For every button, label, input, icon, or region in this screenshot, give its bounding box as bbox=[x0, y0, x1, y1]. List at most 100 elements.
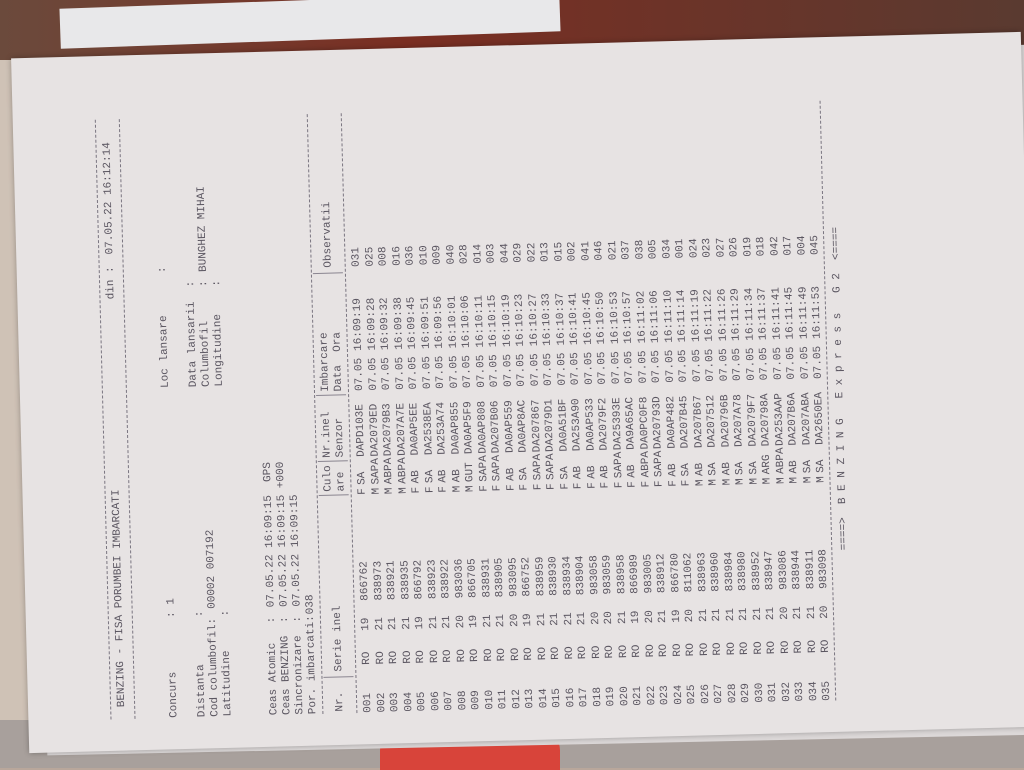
cell-country: RO bbox=[725, 641, 738, 656]
cell-year: 21 bbox=[535, 612, 548, 627]
cell-date: 07.05 bbox=[528, 353, 542, 387]
cell-color: AB bbox=[599, 465, 612, 479]
cell-sensor-id: DA207B45 bbox=[678, 395, 692, 449]
cell-nr: 017 bbox=[577, 687, 591, 708]
colon: : bbox=[211, 279, 224, 287]
cell-country: RO bbox=[509, 647, 522, 662]
cell-year: 21 bbox=[440, 615, 454, 629]
cell-country: RO bbox=[806, 639, 819, 654]
cell-ring-number: 838984 bbox=[722, 551, 736, 592]
cell-ring-number: 983098 bbox=[817, 549, 831, 589]
cell-date: 07.05 bbox=[461, 354, 474, 389]
columbofil-value: BUNGHEZ MIHAI bbox=[195, 185, 210, 273]
cell-color: SA bbox=[706, 462, 720, 476]
cell-observation: 013 bbox=[539, 242, 552, 263]
cell-year: 21 bbox=[724, 607, 737, 622]
cell-sex: F bbox=[639, 480, 653, 488]
cell-date: 07.05 bbox=[353, 357, 366, 392]
cell-observation: 002 bbox=[566, 241, 579, 262]
cell-time: 16:09:38 bbox=[392, 296, 406, 350]
cell-date: 07.05 bbox=[744, 347, 758, 381]
cell-date: 07.05 bbox=[811, 345, 825, 380]
cell-ring-number: 866705 bbox=[466, 558, 480, 599]
cell-date: 07.05 bbox=[447, 355, 461, 389]
cell-ring-number: 838935 bbox=[398, 559, 412, 600]
cell-sensor-id: DA0AP559 bbox=[502, 400, 517, 454]
cell-nr: 007 bbox=[442, 690, 456, 711]
cell-sensor-id: DA207B06 bbox=[489, 400, 503, 454]
din-label: din : bbox=[104, 266, 118, 300]
cell-sex: M bbox=[774, 477, 788, 485]
cell-nr: 023 bbox=[658, 685, 672, 706]
cell-date: 07.05 bbox=[609, 351, 623, 385]
cell-nr: 028 bbox=[726, 683, 739, 704]
cell-observation: 031 bbox=[350, 246, 363, 268]
cell-country: RO bbox=[495, 647, 509, 662]
cell-color: SAPA bbox=[369, 457, 382, 485]
cell-nr: 027 bbox=[712, 683, 726, 704]
cell-sensor-id: DA0AP533 bbox=[583, 397, 598, 452]
cell-ring-number: 983059 bbox=[601, 554, 615, 595]
cell-country: RO bbox=[603, 645, 617, 659]
cell-sensor-id: DA207512 bbox=[705, 394, 719, 448]
cell-observation: 010 bbox=[417, 245, 431, 266]
cell-country: RO bbox=[617, 644, 630, 659]
cell-date: 07.05 bbox=[704, 348, 717, 382]
cell-sensor-id: DA253AAP bbox=[772, 392, 787, 447]
cell-sex: M bbox=[707, 478, 720, 486]
cell-year: 20 bbox=[643, 610, 656, 624]
cell-nr: 025 bbox=[685, 684, 699, 705]
cell-sensor-id: DA0AP5F9 bbox=[462, 401, 476, 455]
cell-time: 16:11:14 bbox=[675, 289, 689, 343]
cell-sensor-id: DA20796B bbox=[718, 394, 733, 448]
cell-country: RO bbox=[630, 644, 644, 658]
cod-value: 00002 007192 bbox=[204, 529, 219, 609]
cell-sex: F bbox=[477, 484, 491, 492]
cell-year: 21 bbox=[737, 607, 751, 622]
cell-observation: 038 bbox=[633, 239, 647, 260]
cell-sex: M bbox=[397, 487, 410, 494]
cell-year: 21 bbox=[427, 615, 440, 630]
cell-color: GUT bbox=[463, 462, 477, 483]
cell-ring-number: 838960 bbox=[709, 551, 723, 592]
cell-year: 20 bbox=[683, 608, 697, 623]
cell-sensor-id: DA20798A bbox=[759, 393, 773, 447]
cell-observation: 005 bbox=[647, 239, 660, 260]
cell-ring-number: 983036 bbox=[452, 558, 466, 599]
cell-ring-number: 866762 bbox=[358, 561, 372, 601]
sincronizare-value: 07.05.22 16:09:15 bbox=[288, 494, 304, 607]
cell-sex: F bbox=[545, 483, 558, 491]
cell-date: 07.05 bbox=[636, 350, 650, 384]
cell-observation: 008 bbox=[377, 246, 390, 267]
cell-country: RO bbox=[644, 644, 657, 658]
cell-color: SA bbox=[679, 463, 693, 477]
cell-nr: 003 bbox=[388, 692, 402, 713]
column-rule bbox=[316, 394, 347, 397]
cell-ring-number: 838912 bbox=[655, 553, 669, 594]
cell-country: RO bbox=[522, 647, 536, 661]
cell-color: AB bbox=[720, 461, 733, 476]
cell-country: RO bbox=[738, 641, 752, 656]
colon: : bbox=[219, 609, 232, 617]
header-culoare-1: Culo bbox=[321, 465, 335, 492]
cell-year: 21 bbox=[751, 607, 764, 621]
cell-ring-number: 838905 bbox=[493, 557, 507, 598]
cell-nr: 014 bbox=[537, 688, 550, 709]
cell-time: 16:10:53 bbox=[607, 291, 622, 345]
cell-observation: 041 bbox=[579, 240, 593, 262]
cell-color: SA bbox=[558, 466, 571, 480]
cell-sex: M bbox=[801, 476, 815, 484]
cell-ring-number: 838931 bbox=[479, 557, 493, 598]
cell-sex: F bbox=[356, 488, 369, 496]
por-imbarcati-label: Por. imbarcati: bbox=[304, 615, 320, 715]
cell-time: 16:10:41 bbox=[567, 292, 581, 346]
cell-ring-number: 838930 bbox=[547, 556, 561, 597]
cell-year: 20 bbox=[778, 606, 791, 620]
cell-sex: F bbox=[424, 486, 437, 494]
cell-time: 16:09:45 bbox=[405, 296, 419, 350]
cell-color: SA bbox=[733, 461, 747, 476]
cell-sex: F bbox=[585, 482, 599, 489]
print-datetime: 07.05.22 16:12:14 bbox=[101, 142, 117, 255]
cell-observation: 036 bbox=[404, 245, 417, 266]
cell-year: 21 bbox=[562, 612, 575, 626]
